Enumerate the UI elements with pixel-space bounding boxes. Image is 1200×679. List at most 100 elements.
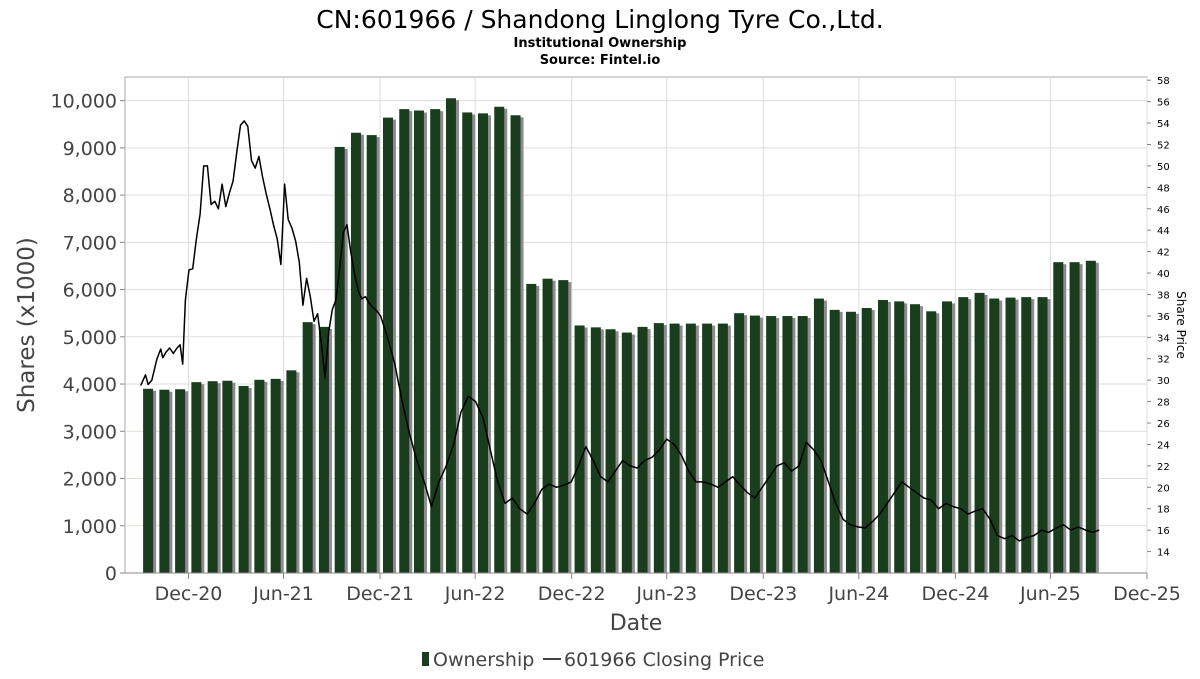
ownership-bar [366, 135, 377, 574]
y-tick-label: 3,000 [63, 421, 117, 443]
ownership-bar [462, 112, 473, 573]
x-tick-label: Jun-21 [252, 583, 314, 605]
y2-tick-label: 52 [1157, 140, 1170, 151]
ownership-bar [894, 301, 905, 573]
ownership-bar [637, 326, 648, 573]
ownership-bar [766, 316, 777, 573]
x-tick-label: Jun-24 [827, 583, 889, 605]
ownership-bar [574, 325, 585, 573]
y-tick-label: 10,000 [51, 91, 117, 113]
x-axis-label: Date [610, 611, 663, 636]
ownership-bar [143, 388, 154, 573]
y-tick-label: 0 [105, 563, 117, 585]
y2-tick-label: 28 [1157, 398, 1170, 409]
y-tick-label: 9,000 [63, 138, 117, 160]
y2-tick-label: 22 [1157, 462, 1170, 473]
y2-tick-label: 18 [1157, 505, 1170, 516]
ownership-bar [989, 298, 1000, 573]
y2-tick-label: 42 [1157, 248, 1170, 259]
ownership-bar [782, 316, 793, 573]
ownership-bar [749, 315, 760, 573]
chart-source: Source: Fintel.io [540, 53, 661, 68]
y2-tick-label: 14 [1157, 548, 1170, 559]
ownership-bar [207, 381, 218, 573]
ownership-bar [399, 109, 410, 574]
ownership-bar [653, 323, 664, 573]
y2-tick-label: 26 [1157, 419, 1170, 430]
ownership-bars [143, 98, 1099, 574]
x-tick-label: Jun-25 [1019, 583, 1081, 605]
ownership-bar [191, 382, 202, 573]
y-tick-label: 7,000 [63, 232, 117, 254]
ownership-bar [270, 378, 281, 573]
ownership-bar [590, 327, 601, 573]
y2-tick-label: 46 [1157, 205, 1170, 216]
y2-tick-label: 34 [1157, 333, 1170, 344]
y-tick-label: 1,000 [63, 516, 117, 538]
price-line-layer [140, 120, 1100, 542]
y-axis-label: Shares (x1000) [14, 237, 40, 413]
ownership-bar [1037, 297, 1048, 573]
y2-tick-label: 56 [1157, 98, 1170, 109]
ownership-bar [861, 307, 872, 573]
ownership-bar [1005, 297, 1016, 573]
legend-ownership-swatch [422, 652, 429, 666]
y2-tick-label: 48 [1157, 183, 1170, 194]
y-axis: 0 1,000 2,000 3,000 4,000 5,000 6,000 7,000 8,00… [51, 91, 125, 585]
y2-tick-label: 44 [1157, 226, 1170, 237]
ownership-bar [669, 323, 680, 573]
ownership-bar [1069, 262, 1080, 573]
ownership-bar [350, 132, 361, 573]
ownership-bar [222, 380, 233, 573]
ownership-bar [445, 98, 456, 573]
y2-tick-label: 16 [1157, 526, 1170, 537]
y2-tick-label: 58 [1157, 76, 1170, 87]
ownership-bar [829, 309, 840, 573]
ownership-bar [510, 115, 521, 574]
ownership-bar [1021, 297, 1032, 573]
y2-tick-label: 32 [1157, 355, 1170, 366]
y2-axis: 14 16 18 20 22 24 26 28 30 32 34 36 38 40 42 44 46 48 50 52… [1147, 76, 1170, 559]
x-tick-label: Dec-23 [729, 583, 797, 605]
ownership-bar [430, 109, 441, 574]
y-tick-label: 6,000 [63, 280, 117, 302]
legend: Ownership 601966 Closing Price [422, 649, 764, 671]
ownership-bar [702, 323, 713, 573]
ownership-bar [1053, 262, 1064, 573]
x-tick-label: Jun-22 [444, 583, 506, 605]
x-tick-label: Dec-22 [538, 583, 606, 605]
ownership-bar [877, 299, 888, 573]
ownership-bar [909, 304, 920, 573]
ownership-bar [797, 316, 808, 573]
y2-tick-label: 50 [1157, 162, 1170, 173]
ownership-bar [494, 106, 505, 573]
y2-tick-label: 54 [1157, 119, 1170, 130]
ownership-bar [942, 301, 953, 573]
x-tick-label: Dec-21 [346, 583, 414, 605]
legend-ownership-label: Ownership [433, 649, 534, 671]
ownership-bar [334, 146, 345, 573]
chart-subtitle: Institutional Ownership [514, 36, 687, 51]
x-tick-label: Dec-24 [922, 583, 990, 605]
ownership-bar [413, 110, 424, 573]
y2-tick-label: 30 [1157, 376, 1170, 387]
ownership-bar [813, 298, 824, 573]
ownership-bar [621, 332, 632, 573]
ownership-bar [382, 117, 393, 574]
ownership-bar [286, 370, 297, 573]
ownership-bar [477, 113, 488, 573]
y2-tick-label: 38 [1157, 290, 1170, 301]
ownership-bar [926, 311, 937, 573]
y2-axis-label: Share Price [1174, 291, 1188, 359]
ownership-bar [302, 322, 313, 573]
y-tick-label: 8,000 [63, 185, 117, 207]
ownership-bar [605, 329, 616, 573]
ownership-bar [238, 385, 249, 573]
ownership-bar [558, 280, 569, 573]
price-line [140, 120, 1100, 542]
ownership-bar [159, 389, 170, 573]
x-tick-label: Dec-25 [1113, 583, 1181, 605]
ownership-bar [1085, 260, 1096, 573]
